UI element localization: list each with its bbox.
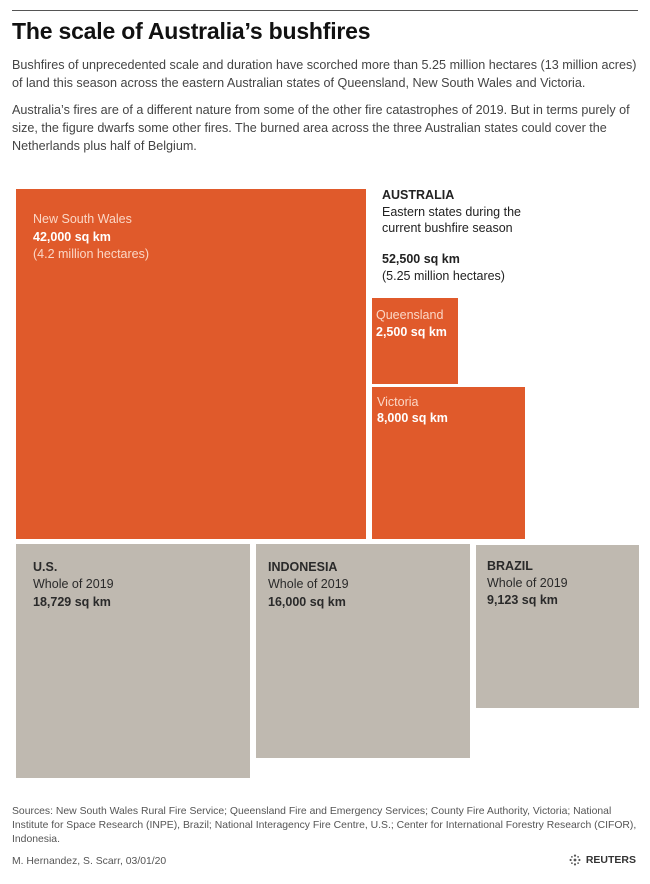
us-area: 18,729 sq km [33, 595, 111, 609]
qld-name: Queensland [376, 308, 444, 322]
indonesia-name: INDONESIA [268, 560, 338, 574]
qld-area: 2,500 sq km [376, 325, 447, 339]
square-us: U.S. Whole of 2019 18,729 sq km [16, 544, 250, 778]
byline: M. Hernandez, S. Scarr, 03/01/20 [12, 856, 167, 867]
indonesia-period: Whole of 2019 [268, 577, 349, 591]
square-queensland: Queensland 2,500 sq km [372, 298, 458, 384]
us-period: Whole of 2019 [33, 577, 114, 591]
square-victoria: Victoria 8,000 sq km [372, 387, 525, 539]
brazil-period: Whole of 2019 [487, 576, 568, 590]
intro-paragraph-1: Bushfires of unprecedented scale and dur… [12, 58, 637, 90]
reuters-logo: REUTERS [568, 853, 636, 867]
australia-total-hectares: (5.25 million hectares) [382, 269, 505, 283]
square-indonesia: INDONESIA Whole of 2019 16,000 sq km [256, 544, 470, 758]
vic-name: Victoria [377, 395, 419, 409]
square-brazil: BRAZIL Whole of 2019 9,123 sq km [476, 545, 639, 708]
australia-heading: AUSTRALIA [382, 188, 455, 202]
indonesia-area: 16,000 sq km [268, 595, 346, 609]
nsw-area: 42,000 sq km [33, 230, 111, 244]
square-new-south-wales: New South Wales 42,000 sq km (4.2 millio… [16, 189, 366, 539]
vic-area: 8,000 sq km [377, 411, 448, 425]
australia-desc-line-2: current bushfire season [382, 221, 513, 235]
sources-note: Sources: New South Wales Rural Fire Serv… [12, 806, 637, 845]
brazil-area: 9,123 sq km [487, 593, 558, 607]
australia-desc-line-1: Eastern states during the [382, 205, 521, 219]
reuters-wordmark: REUTERS [585, 854, 636, 866]
brazil-name: BRAZIL [487, 559, 533, 573]
reuters-dots-icon [569, 854, 581, 866]
australia-total-area: 52,500 sq km [382, 252, 460, 266]
intro-paragraph-2: Australia’s fires are of a different nat… [12, 103, 630, 153]
nsw-name: New South Wales [33, 212, 132, 226]
nsw-hectares: (4.2 million hectares) [33, 247, 150, 261]
top-rule [12, 10, 638, 11]
us-name: U.S. [33, 560, 58, 574]
page-title: The scale of Australia’s bushfires [12, 18, 371, 44]
